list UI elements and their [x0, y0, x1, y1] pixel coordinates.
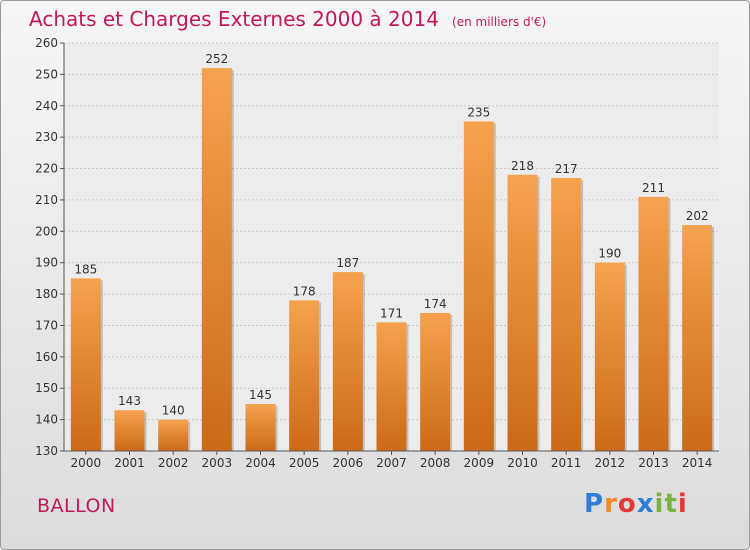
location-label: BALLON: [37, 495, 116, 517]
bar-value-label: 185: [74, 262, 97, 276]
x-tick-label: 2011: [551, 456, 582, 470]
chart-subtitle: (en milliers d'€): [452, 15, 547, 29]
bar-value-label: 235: [467, 105, 490, 119]
brand-letter: i: [677, 489, 688, 519]
bar: [420, 312, 451, 451]
y-tick-label: 200: [35, 224, 58, 238]
x-tick-label: 2009: [464, 456, 495, 470]
y-tick-label: 180: [35, 287, 58, 301]
bar: [332, 272, 363, 451]
y-tick-label: 140: [35, 413, 58, 427]
bar: [245, 403, 276, 451]
y-tick-label: 260: [35, 36, 58, 50]
x-tick-label: 2002: [158, 456, 189, 470]
y-tick-label: 160: [35, 350, 58, 364]
y-tick-label: 130: [35, 444, 58, 458]
x-tick-label: 2000: [71, 456, 102, 470]
title-row: Achats et Charges Externes 2000 à 2014 (…: [29, 7, 546, 31]
y-tick-label: 240: [35, 99, 58, 113]
bars: [70, 68, 715, 452]
x-tick-label: 2010: [507, 456, 538, 470]
x-tick-label: 2003: [202, 456, 233, 470]
value-labels: 185 143 140 252 145 178 187 171 174 235 218 217 190 2…: [74, 52, 708, 418]
x-tick-label: 2004: [245, 456, 276, 470]
x-tick-label: 2005: [289, 456, 320, 470]
brand-letter: x: [636, 489, 655, 519]
bar: [201, 68, 232, 451]
bar-value-label: 218: [511, 159, 534, 173]
x-tick-label: 2012: [595, 456, 626, 470]
y-tick-label: 220: [35, 162, 58, 176]
y-tick-label: 150: [35, 381, 58, 395]
y-tick-label: 170: [35, 318, 58, 332]
y-tick-label: 210: [35, 193, 58, 207]
x-tick-label: 2001: [114, 456, 145, 470]
bar-value-label: 202: [686, 209, 709, 223]
x-tick-label: 2006: [333, 456, 364, 470]
bar-value-label: 187: [336, 256, 359, 270]
bar: [594, 262, 625, 451]
brand-letter: t: [664, 489, 678, 519]
bar-value-label: 217: [555, 162, 578, 176]
brand-letter: i: [654, 489, 665, 519]
bar: [376, 322, 407, 451]
bar-value-label: 178: [293, 284, 316, 298]
y-tick-label: 190: [35, 256, 58, 270]
bar-value-label: 145: [249, 388, 272, 402]
bar: [114, 410, 145, 451]
bar-value-label: 174: [424, 297, 447, 311]
bar: [551, 177, 582, 451]
bar-value-label: 140: [162, 404, 185, 418]
bar-value-label: 143: [118, 394, 141, 408]
chart-title: Achats et Charges Externes 2000 à 2014: [29, 7, 439, 31]
bar: [507, 174, 538, 452]
brand-letter: o: [617, 489, 637, 519]
bar: [682, 225, 713, 451]
bar: [638, 196, 669, 451]
x-tick-label: 2014: [682, 456, 713, 470]
brand-letter: P: [584, 489, 605, 519]
y-tick-label: 230: [35, 130, 58, 144]
bar: [463, 121, 494, 451]
bar: [158, 419, 189, 451]
y-tick-label: 250: [35, 67, 58, 81]
brand-logo[interactable]: Proxiti: [584, 489, 688, 519]
bar-value-label: 190: [598, 247, 621, 261]
bar: [289, 300, 320, 451]
x-tick-label: 2007: [376, 456, 407, 470]
x-tick-label: 2013: [638, 456, 669, 470]
bar-value-label: 211: [642, 181, 665, 195]
bar: [70, 278, 101, 451]
x-tick-label: 2008: [420, 456, 451, 470]
bar-value-label: 171: [380, 306, 403, 320]
axes: 130 140 150 160 170 180 190 200 210 220 230 240 250 2…: [35, 36, 719, 470]
bar-value-label: 252: [205, 52, 228, 66]
brand-letter: r: [604, 489, 618, 519]
